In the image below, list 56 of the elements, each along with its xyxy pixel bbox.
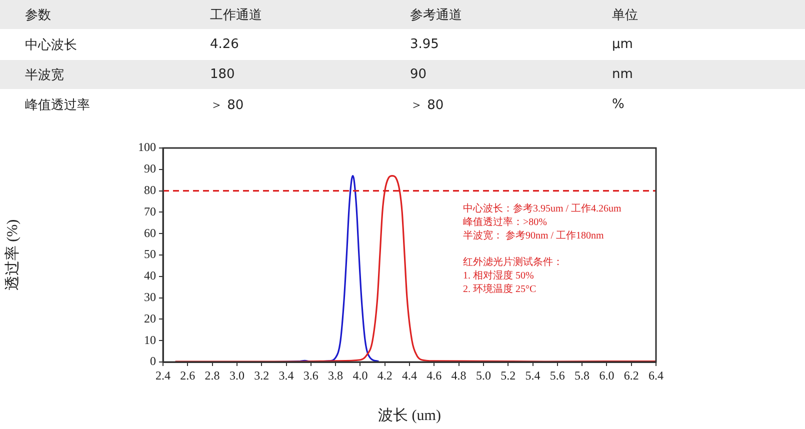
annotation: 半波宽： 参考90nm / 工作180nm xyxy=(463,230,604,242)
x-tick-label: 4.2 xyxy=(377,368,392,382)
y-tick-label: 60 xyxy=(144,226,156,240)
x-tick-label: 4.0 xyxy=(352,368,368,382)
y-tick-label: 100 xyxy=(138,140,156,154)
x-tick-label: 2.8 xyxy=(204,368,220,382)
x-tick-label: 6.0 xyxy=(599,368,614,382)
x-tick-label: 5.0 xyxy=(476,368,491,382)
text: % xyxy=(612,97,624,112)
text: μm xyxy=(612,37,633,52)
x-tick-label: 3.2 xyxy=(254,368,270,382)
y-tick-label: 70 xyxy=(144,204,156,218)
y-tick-label: 20 xyxy=(144,311,156,326)
x-tick-label: 4.6 xyxy=(426,368,442,382)
annotation: 红外滤光片测试条件： xyxy=(463,256,563,268)
x-tick-label: 6.4 xyxy=(648,368,664,382)
x-tick-label: 6.2 xyxy=(624,368,639,382)
y-tick-label: 10 xyxy=(144,332,156,347)
text: 峰值透过率 xyxy=(25,98,90,112)
text: nm xyxy=(612,67,633,82)
x-tick-label: 5.4 xyxy=(525,368,540,382)
category-label: 参数 xyxy=(25,6,51,24)
category-label: 参考通道 xyxy=(410,6,462,24)
x-tick-label: 2.4 xyxy=(156,368,170,382)
y-tick-label: 80 xyxy=(144,182,156,197)
x-tick-label: 3.6 xyxy=(303,368,318,382)
x-tick-label: 5.6 xyxy=(550,368,565,382)
category-label: 工作通道 xyxy=(210,6,262,24)
x-tick-label: 5.2 xyxy=(500,368,516,382)
x-tick-label: 3.0 xyxy=(229,368,244,382)
y-tick-label: 50 xyxy=(144,247,156,262)
x-tick-label: 5.8 xyxy=(574,368,590,382)
text: 180 xyxy=(210,67,235,82)
text: 4.26 xyxy=(210,37,239,52)
x-tick-label: 2.6 xyxy=(180,368,196,382)
y-tick-label: 0 xyxy=(150,354,156,368)
y-tick-label: 40 xyxy=(144,268,156,283)
annotation: 峰值透过率：>80% xyxy=(463,216,547,228)
text: 中心波长 xyxy=(25,38,77,52)
text: 半波宽 xyxy=(25,68,64,82)
annotation: 2. 环境温度 25°C xyxy=(463,283,536,296)
text: 90 xyxy=(410,67,427,82)
x-tick-label: 3.8 xyxy=(328,368,344,382)
x-tick-label: 4.4 xyxy=(402,368,417,382)
text: ＞ 80 xyxy=(410,98,444,112)
y-axis-title: 透过率 (%) xyxy=(4,219,21,291)
text: 3.95 xyxy=(410,37,439,52)
y-tick-label: 30 xyxy=(144,290,156,304)
annotation: 中心波长：参考3.95um / 工作4.26um xyxy=(463,202,622,215)
x-axis-title: 波长 (um) xyxy=(378,406,441,424)
x-tick-label: 3.4 xyxy=(278,368,294,382)
text: ＞ 80 xyxy=(210,98,244,112)
y-tick-label: 90 xyxy=(144,162,156,176)
x-tick-label: 4.8 xyxy=(451,368,466,382)
annotation: 1. 相对湿度 50% xyxy=(463,270,534,282)
category-label: 单位 xyxy=(612,6,638,24)
